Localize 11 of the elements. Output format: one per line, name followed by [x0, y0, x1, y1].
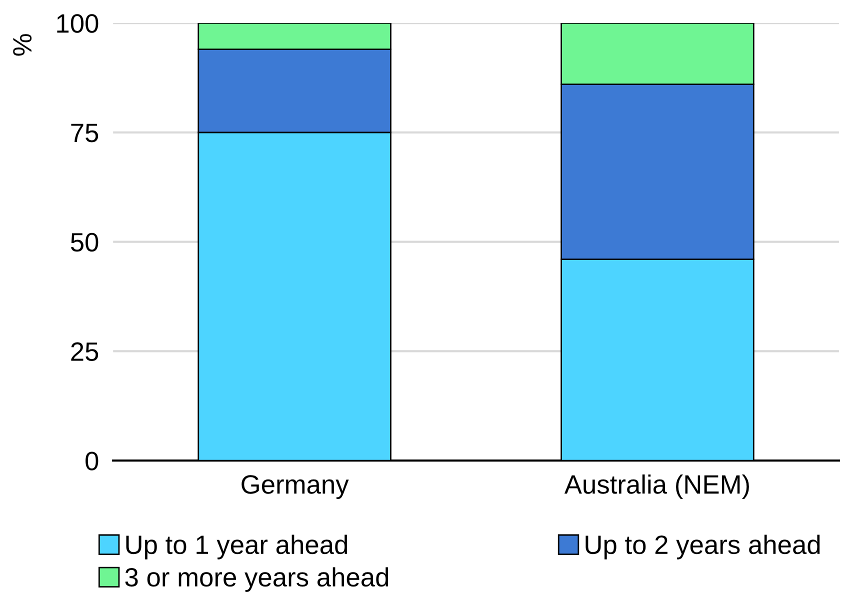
y-tick-label: 25 — [71, 342, 98, 361]
x-tick-label: Australia (NEM) — [564, 474, 749, 500]
y-tick-label: 50 — [70, 232, 98, 252]
y-tick-label: 100 — [57, 14, 98, 33]
legend-label: Up to 1 year ahead — [126, 534, 348, 560]
x-tick-label: Germany — [242, 475, 349, 500]
y-tick-label: 75 — [71, 124, 98, 142]
legend-label: 3 or more years ahead — [125, 567, 388, 592]
legend-label: Up to 2 years ahead — [586, 534, 820, 560]
y-axis-title: % — [13, 34, 32, 56]
y-tick-label: 0 — [86, 452, 98, 470]
